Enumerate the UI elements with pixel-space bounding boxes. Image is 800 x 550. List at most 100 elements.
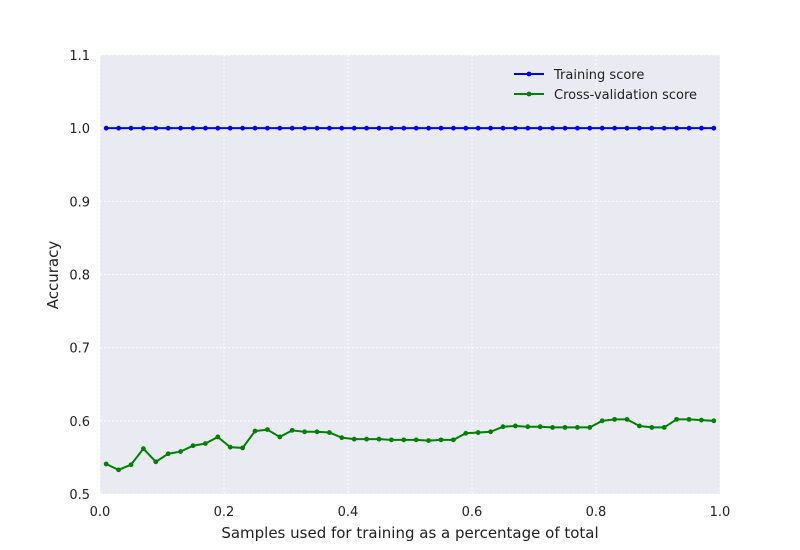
series-0-point [227,125,233,131]
series-1-point [302,429,307,435]
series-0-point [327,125,332,131]
series-1-point [624,416,630,422]
series-1-point [686,416,692,422]
series-1-point [699,417,704,423]
series-0-point [401,125,407,131]
series-1-point [339,435,345,441]
series-0-point [463,125,469,131]
series-1-point [426,438,431,443]
x-tick-label: 0.6 [462,505,483,520]
series-0-point [550,125,555,131]
series-0-point [413,125,419,131]
series-1-point [488,429,493,435]
series-1-point [401,437,407,443]
series-0-point [575,125,580,131]
series-0-point [475,125,481,131]
series-1-point [227,444,233,450]
series-0-point [289,125,295,131]
series-1-point [277,434,283,440]
y-tick-label: 0.6 [69,415,90,430]
x-axis-label: Samples used for training as a percentag… [221,524,598,542]
x-tick-label: 0.8 [586,505,607,520]
series-0-point [103,125,109,131]
series-0-point [339,125,345,131]
series-0-point [376,125,382,131]
series-1-point [203,441,208,446]
series-0-point [364,125,369,131]
series-0-point [314,125,320,131]
series-0-point [116,125,121,131]
series-0-point [624,125,630,131]
series-0-point [153,125,159,131]
series-1-point [451,437,456,443]
series-1-point [711,418,717,424]
series-1-point [215,434,221,440]
series-1-point [537,424,543,430]
series-0-point [488,125,493,131]
series-1-point [475,430,481,435]
y-tick-label: 1.1 [69,49,90,64]
series-0-point [265,125,270,131]
series-0-point [302,125,307,131]
series-0-point [525,125,531,131]
series-1-point [128,462,134,468]
series-1-point [575,425,580,430]
series-1-point [103,461,109,467]
series-1-point [289,427,295,433]
series-0-point [500,125,506,131]
series-1-point [265,427,270,433]
series-0-point [637,125,642,131]
series-0-point [686,125,692,131]
series-1-point [240,445,246,451]
series-0-point [612,125,617,131]
x-tick-label: 1.0 [710,505,731,520]
series-1-point [413,437,419,443]
series-0-point [165,125,171,131]
series-0-point [537,125,543,131]
series-0-point [513,125,518,131]
series-0-point [451,125,456,131]
x-tick-label: 0.4 [338,505,359,520]
y-tick-label: 0.8 [69,269,90,284]
series-1-point [190,443,196,449]
series-1-point [649,425,655,430]
series-1-point [525,424,531,430]
series-1-point [463,430,469,436]
x-tick-label: 0.2 [214,505,235,520]
series-layer [103,125,717,473]
legend-marker-1 [526,91,532,97]
series-1-point [314,429,320,435]
series-1-point [141,446,146,452]
series-1-point [327,430,332,435]
series-0-point [203,125,208,131]
series-0-point [426,125,431,131]
series-1-point [587,425,593,430]
series-1-point [562,425,568,430]
series-0-point [215,125,221,131]
tick-labels: 0.0 0.2 0.4 0.6 0.8 1.0 0.5 0.6 0.7 0.8 0.9 1.0 1.1 [69,49,730,520]
series-0-point [141,125,146,131]
legend-marker-0 [526,71,532,77]
series-0-point [599,125,605,131]
series-1-point [252,428,258,434]
legend: Training score Cross-validation score [514,68,697,103]
x-tick-label: 0.0 [90,505,111,520]
series-0-point [190,125,196,131]
y-tick-label: 0.7 [69,342,90,357]
series-0-point [562,125,568,131]
series-1-point [153,459,159,465]
series-1-point [500,424,506,430]
series-0-point [178,125,184,131]
series-0-point [128,125,134,131]
series-0-point [252,125,258,131]
series-0-point [277,125,283,131]
series-1-point [438,437,444,443]
series-1-point [513,423,518,429]
series-1-point [599,418,605,424]
series-0-point [674,125,679,131]
y-axis-label: Accuracy [44,241,62,310]
series-0-point [711,125,717,131]
series-0-point [587,125,593,131]
series-1-point [389,437,394,443]
